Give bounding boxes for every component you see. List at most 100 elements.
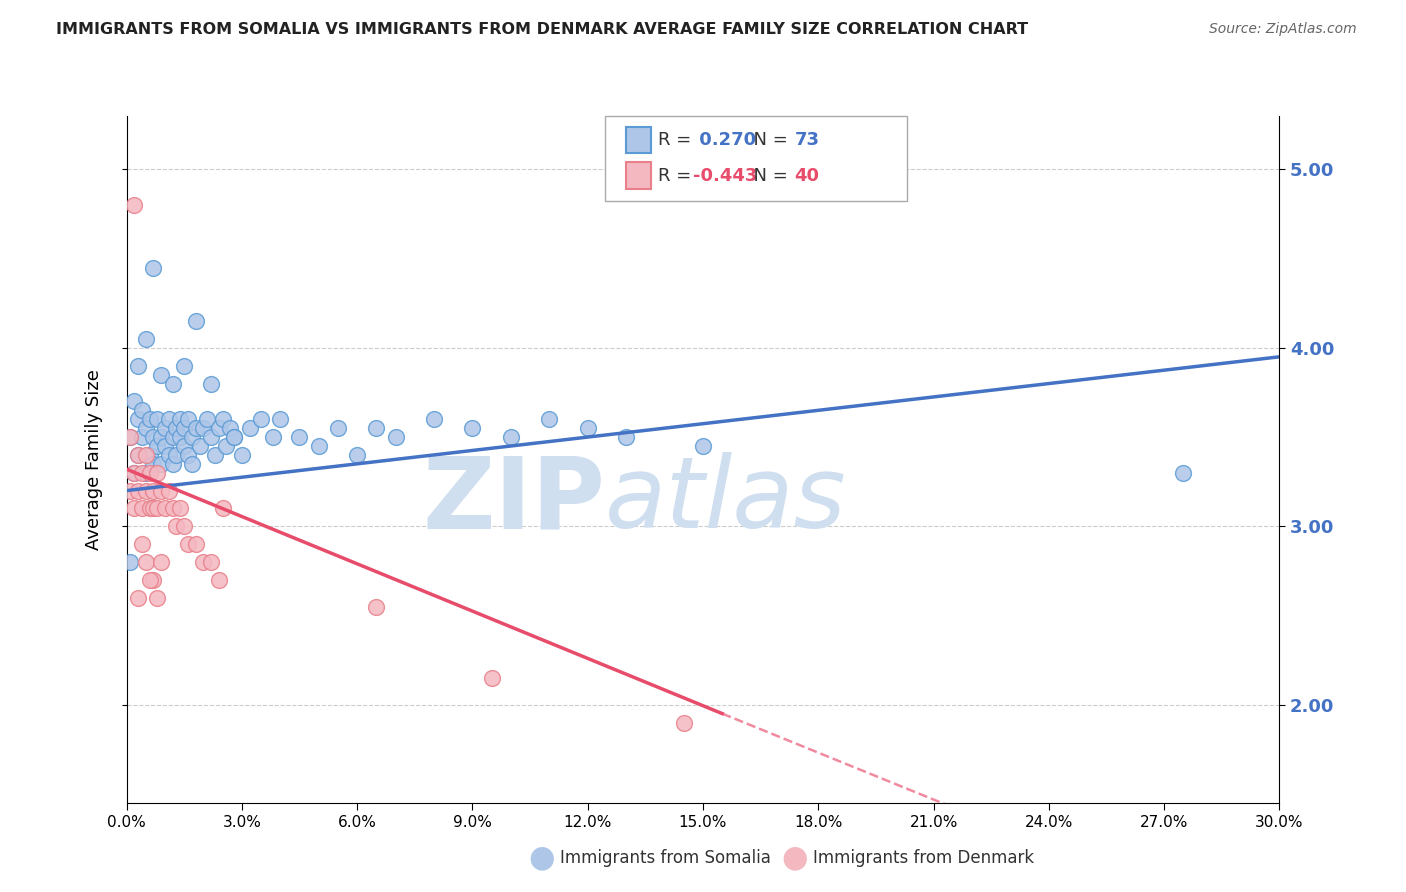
Point (150, 368, 173, 382)
Point (384, 430, 406, 444)
Text: R =: R = (658, 167, 697, 185)
Point (120, 555, 142, 569)
Point (238, 421, 260, 435)
Point (157, 448, 180, 462)
Point (142, 573, 165, 587)
Text: N =: N = (742, 167, 794, 185)
Point (250, 412, 273, 426)
Point (146, 501, 169, 516)
Point (122, 466, 145, 480)
Point (135, 555, 157, 569)
Text: Immigrants from Denmark: Immigrants from Denmark (813, 849, 1033, 867)
Point (173, 439, 195, 453)
Point (127, 448, 149, 462)
Point (131, 501, 153, 516)
Point (177, 537, 200, 551)
Point (481, 671, 503, 685)
Point (208, 421, 231, 435)
Point (162, 376, 184, 391)
Point (162, 501, 184, 516)
Point (423, 412, 446, 426)
Point (188, 439, 211, 453)
Point (169, 501, 191, 516)
Point (184, 314, 207, 328)
Point (219, 421, 242, 435)
Point (200, 555, 222, 569)
Text: Source: ZipAtlas.com: Source: ZipAtlas.com (1209, 22, 1357, 37)
Point (499, 430, 522, 444)
Point (157, 483, 180, 498)
Point (135, 448, 157, 462)
Point (142, 457, 165, 471)
Point (127, 359, 149, 373)
Text: Immigrants from Somalia: Immigrants from Somalia (560, 849, 770, 867)
Point (135, 332, 157, 346)
Point (208, 573, 231, 587)
Point (224, 430, 246, 444)
Point (184, 421, 207, 435)
Point (131, 537, 153, 551)
Text: -0.443: -0.443 (693, 167, 758, 185)
Point (180, 457, 202, 471)
Point (169, 412, 191, 426)
Point (120, 483, 142, 498)
Point (127, 412, 149, 426)
Text: N =: N = (742, 131, 794, 149)
Point (224, 430, 246, 444)
Point (166, 519, 188, 533)
Point (142, 483, 165, 498)
Point (150, 457, 173, 471)
Point (195, 412, 218, 426)
Point (142, 260, 165, 275)
Point (193, 555, 215, 569)
Text: atlas: atlas (605, 452, 846, 549)
Point (262, 430, 284, 444)
Point (146, 466, 169, 480)
Text: ●: ● (529, 844, 554, 872)
Point (366, 599, 388, 614)
Point (1173, 466, 1195, 480)
Point (166, 421, 188, 435)
Point (461, 421, 484, 435)
Point (346, 448, 368, 462)
Point (120, 430, 142, 444)
Point (177, 412, 200, 426)
Point (138, 573, 160, 587)
Point (153, 439, 176, 453)
Point (131, 466, 153, 480)
Text: ●: ● (782, 844, 807, 872)
Point (135, 466, 157, 480)
Text: 40: 40 (794, 167, 820, 185)
Point (138, 412, 160, 426)
Point (162, 457, 184, 471)
Point (135, 421, 157, 435)
Point (142, 430, 165, 444)
Point (692, 439, 714, 453)
Point (153, 421, 176, 435)
Point (366, 421, 388, 435)
Text: R =: R = (658, 131, 697, 149)
Point (177, 448, 200, 462)
Point (146, 439, 169, 453)
Point (122, 198, 145, 212)
Point (162, 430, 184, 444)
Point (146, 591, 169, 605)
Point (138, 501, 160, 516)
Point (131, 430, 153, 444)
Point (200, 430, 222, 444)
Point (576, 421, 599, 435)
Point (122, 394, 145, 409)
Point (180, 430, 202, 444)
Point (127, 483, 149, 498)
Text: 73: 73 (794, 131, 820, 149)
Point (173, 359, 195, 373)
Point (138, 466, 160, 480)
Point (231, 448, 253, 462)
Text: 0.270: 0.270 (693, 131, 756, 149)
Y-axis label: Average Family Size: Average Family Size (84, 369, 103, 549)
Point (122, 501, 145, 516)
Point (150, 555, 173, 569)
Point (200, 376, 222, 391)
Text: ZIP: ZIP (422, 452, 605, 549)
Point (120, 430, 142, 444)
